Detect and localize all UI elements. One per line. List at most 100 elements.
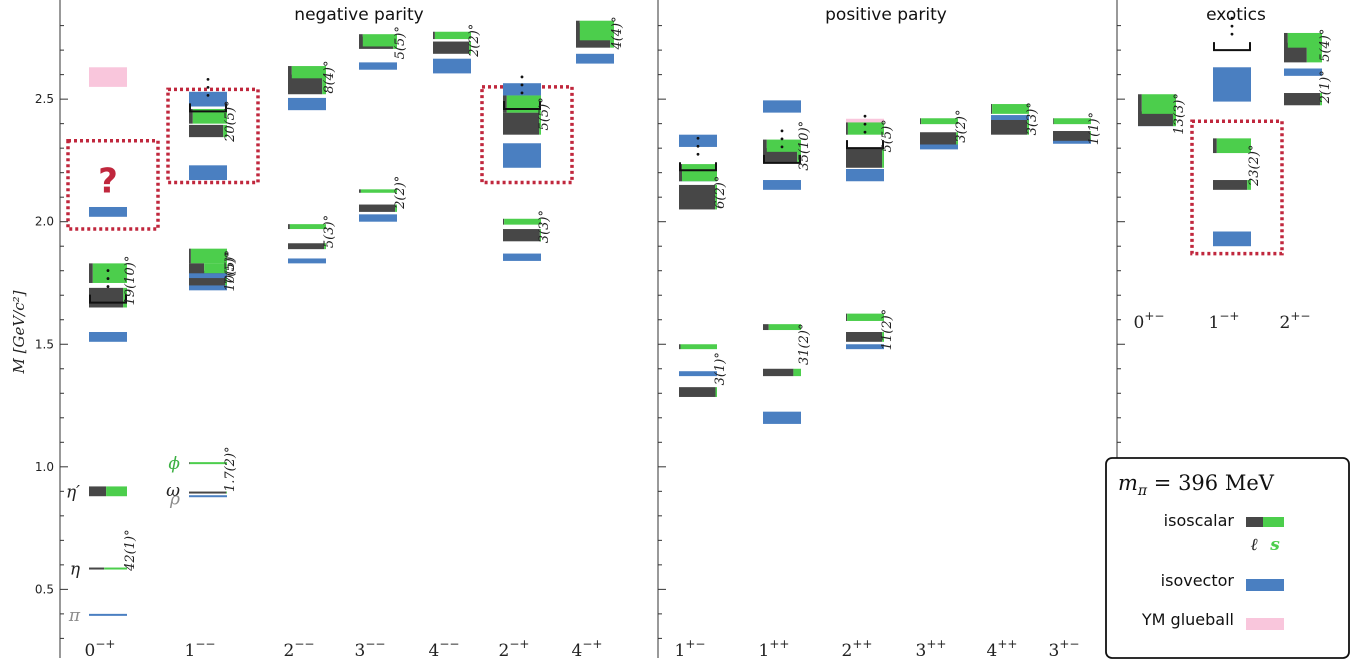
isoscalar-strange-part (1172, 111, 1176, 127)
legend-swatch-glueball (1246, 618, 1284, 630)
y-tick-label: 1.5 (35, 337, 54, 351)
isoscalar-state (679, 387, 717, 397)
isovector-state (503, 253, 541, 261)
section-title-ex: exotics (1206, 5, 1266, 25)
legend-frame (1105, 457, 1350, 659)
isoscalar-state (1138, 111, 1176, 127)
isovector-state (991, 115, 1029, 123)
column-label-c3pm: 3+− (1049, 637, 1080, 661)
mixing-angle-label: 4(4)° (610, 16, 625, 50)
isoscalar-state (920, 132, 958, 145)
isovector-state (1053, 137, 1091, 144)
mixing-angle-label: 42(1)° (123, 529, 138, 571)
isovector-state (763, 100, 801, 113)
isoscalar-light-part (846, 332, 883, 342)
isoscalar-light-part (189, 263, 205, 274)
isoscalar-light-part (920, 132, 957, 145)
isoscalar-strange-part (192, 108, 227, 124)
isoscalar-state (763, 368, 801, 377)
particle-name-label: ρ (169, 490, 180, 510)
isoscalar-light-part (288, 74, 323, 95)
isoscalar-state (679, 184, 717, 210)
mixing-angle-label: 5(5)° (880, 119, 895, 152)
isoscalar-state (359, 204, 397, 212)
isoscalar-state (189, 248, 227, 264)
isovector-state (763, 411, 801, 424)
isovector-state (763, 180, 801, 190)
isoscalar-light-part (763, 139, 767, 152)
isoscalar-strange-part (469, 41, 471, 54)
isoscalar-state (359, 34, 397, 47)
y-tick-label: 0.5 (35, 582, 54, 596)
isoscalar-strange-part (291, 66, 326, 79)
isoscalar-strange-part (434, 31, 471, 40)
isoscalar-strange-part (539, 229, 541, 242)
isoscalar-light-part (1213, 180, 1248, 190)
glueball-state (89, 67, 127, 87)
isoscalar-light-part (1138, 94, 1142, 114)
isoscalar-strange-part (506, 95, 541, 113)
column-label-c0pm: 0+− (1134, 309, 1165, 333)
isoscalar-light-part (679, 344, 681, 350)
column-label-c4mm: 4−− (429, 637, 460, 661)
isoscalar-state (846, 332, 884, 342)
mixing-angle-label: 19(10)° (123, 256, 138, 306)
isoscalar-strange-part (106, 486, 127, 497)
isoscalar-light-part (288, 66, 292, 79)
legend-label-glueball: YM glueball (1141, 610, 1234, 629)
isoscalar-light-part (576, 20, 580, 41)
column-label-c2pp: 2++ (842, 637, 873, 661)
isoscalar-light-part (1138, 111, 1173, 127)
mixing-angle-label: 35(10)° (797, 121, 812, 171)
isoscalar-light-part (1284, 32, 1288, 48)
bracket (846, 114, 884, 150)
isoscalar-strange-part (395, 204, 397, 212)
isoscalar-strange-part (847, 313, 884, 321)
isoscalar-state (288, 224, 326, 230)
mixing-angle-label: 31(2)° (797, 324, 812, 365)
isoscalar-light-part (359, 204, 396, 212)
highlight-box (1190, 119, 1284, 256)
column-label-c1mm: 1−− (185, 637, 216, 661)
isoscalar-strange-part (504, 218, 541, 225)
isoscalar-light-part (503, 112, 540, 135)
isoscalar-light-part (1213, 138, 1217, 154)
isoscalar-strange-part (847, 122, 884, 135)
isoscalar-strange-part (1216, 138, 1251, 154)
isoscalar-light-part (1053, 118, 1054, 125)
isoscalar-state (503, 218, 541, 225)
isoscalar-state (433, 31, 471, 40)
column-label-c1pm: 1+− (675, 637, 706, 661)
isoscalar-strange-part (204, 263, 227, 274)
isoscalar-light-part (846, 122, 848, 135)
isovector-state (1213, 231, 1251, 247)
isoscalar-light-part (991, 119, 1028, 135)
isoscalar-light-part (679, 387, 716, 397)
isoscalar-state (1213, 180, 1251, 190)
isoscalar-light-part (503, 218, 505, 225)
isoscalar-light-part (359, 189, 361, 193)
isoscalar-light-part (763, 368, 794, 377)
isoscalar-strange-part (1287, 32, 1322, 48)
isoscalar-strange-part (715, 387, 717, 397)
isoscalar-strange-part (793, 368, 801, 377)
isovector-state (189, 91, 227, 107)
mixing-angle-label: 3(2)° (954, 110, 969, 143)
y-axis-label: M [GeV/c²] (10, 290, 28, 374)
isovector-state (189, 495, 227, 498)
isoscalar-state (576, 20, 614, 41)
isoscalar-state (1053, 131, 1091, 141)
y-tick-label: 1.0 (35, 460, 54, 474)
isoscalar-state (189, 124, 227, 138)
isoscalar-strange-part (1090, 131, 1091, 141)
isoscalar-light-part (288, 243, 325, 250)
isoscalar-strange-part (1053, 118, 1091, 125)
isoscalar-state (189, 462, 227, 465)
mixing-angle-label: 2(2)° (393, 176, 408, 210)
isovector-state (288, 258, 326, 264)
isoscalar-strange-part (362, 34, 397, 47)
legend-swatch-isovector (1246, 579, 1284, 591)
isoscalar-state (1138, 94, 1176, 114)
isovector-state (288, 97, 326, 111)
